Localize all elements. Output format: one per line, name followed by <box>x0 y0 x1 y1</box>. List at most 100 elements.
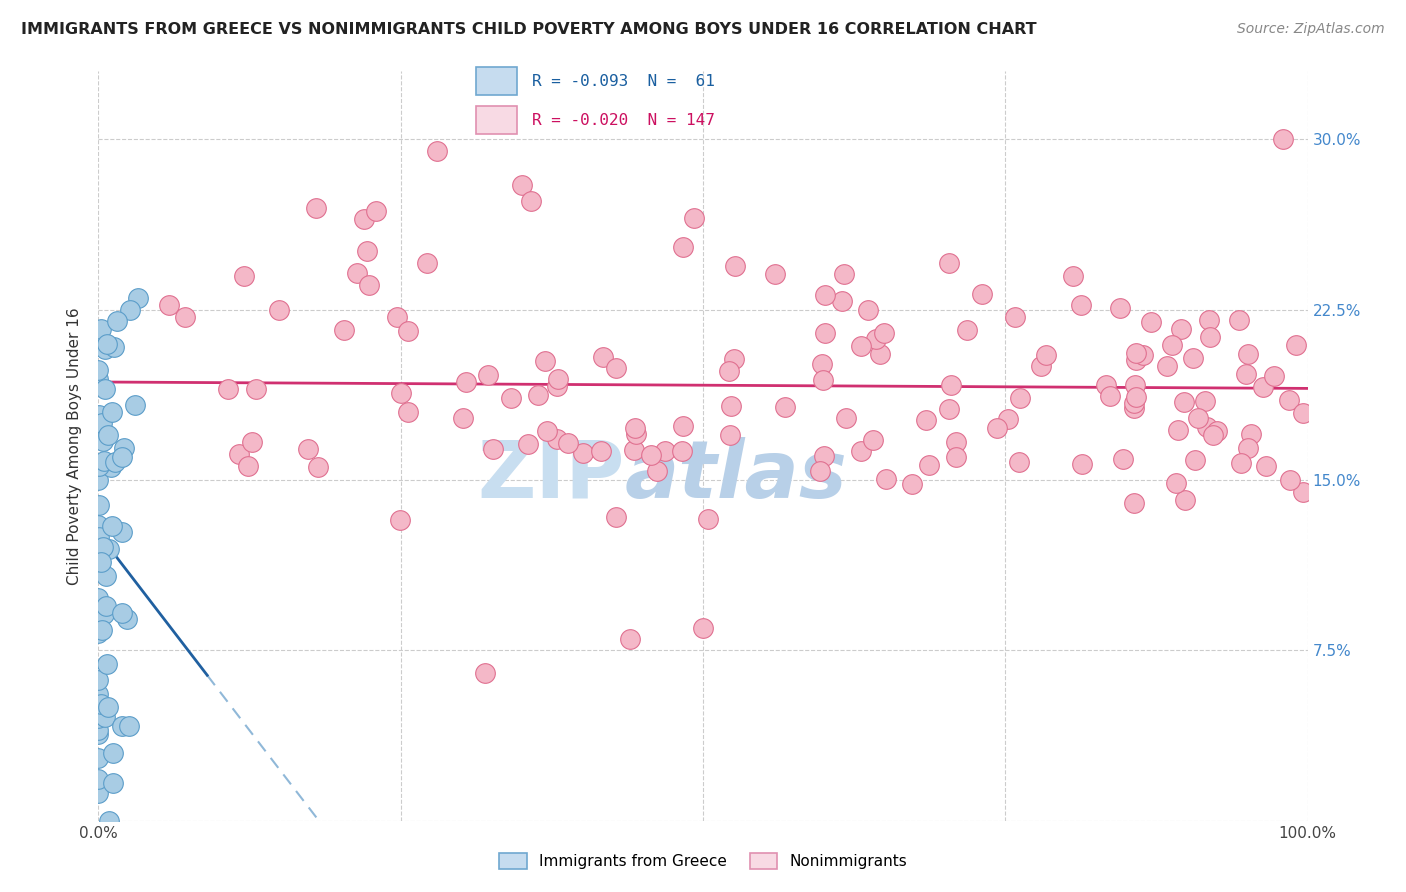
Point <box>1109 301 1132 315</box>
Point <box>1070 298 1092 312</box>
Point <box>101 775 124 789</box>
Point <box>1164 475 1187 490</box>
Point <box>862 433 884 447</box>
Point <box>217 382 239 396</box>
Point <box>1230 456 1253 470</box>
Point <box>87 337 110 351</box>
Point <box>1206 424 1229 438</box>
Point <box>516 437 538 451</box>
Point <box>357 277 380 292</box>
Point <box>1156 359 1178 373</box>
Point <box>240 434 263 449</box>
Point <box>103 340 125 354</box>
Point <box>527 387 550 401</box>
FancyBboxPatch shape <box>477 67 516 95</box>
Point <box>520 194 543 208</box>
Point <box>396 324 419 338</box>
Point <box>87 626 110 640</box>
Point <box>692 621 714 635</box>
Point <box>814 288 837 302</box>
Point <box>945 435 967 450</box>
Point <box>87 727 110 741</box>
Point <box>1202 428 1225 442</box>
Point <box>697 512 720 526</box>
Point <box>546 432 568 446</box>
Point <box>546 379 568 393</box>
Legend: Immigrants from Greece, Nonimmigrants: Immigrants from Greece, Nonimmigrants <box>491 846 915 877</box>
Y-axis label: Child Poverty Among Boys Under 16: Child Poverty Among Boys Under 16 <box>67 307 83 585</box>
Point <box>672 418 695 433</box>
Point <box>1227 313 1250 327</box>
Point <box>366 204 388 219</box>
Point <box>127 292 149 306</box>
Point <box>97 700 120 714</box>
Point <box>1291 485 1313 500</box>
Point <box>856 303 879 318</box>
Point <box>353 211 375 226</box>
Point <box>813 449 835 463</box>
Point <box>605 509 627 524</box>
Point <box>91 540 114 554</box>
Point <box>117 612 139 626</box>
Point <box>233 269 256 284</box>
Point <box>87 772 110 787</box>
Point <box>1198 313 1220 327</box>
Point <box>93 454 115 468</box>
Point <box>1174 493 1197 508</box>
Point <box>111 719 134 733</box>
Text: R = -0.093  N =  61: R = -0.093 N = 61 <box>531 74 714 89</box>
Point <box>1071 457 1094 471</box>
Point <box>453 411 475 425</box>
Point <box>98 542 121 557</box>
Point <box>112 441 135 455</box>
Point <box>499 392 522 406</box>
Point <box>1170 322 1192 336</box>
Point <box>157 298 180 312</box>
Point <box>94 569 117 583</box>
Point <box>547 372 569 386</box>
Point <box>647 464 669 478</box>
Point <box>1173 395 1195 409</box>
Point <box>718 364 741 378</box>
Point <box>775 400 797 414</box>
Point <box>89 530 111 544</box>
Point <box>814 326 837 340</box>
Point <box>1112 452 1135 467</box>
Point <box>1095 378 1118 392</box>
Point <box>1237 347 1260 361</box>
Point <box>723 351 745 366</box>
Point <box>297 442 319 456</box>
Point <box>832 267 855 281</box>
Point <box>865 332 887 346</box>
Point <box>94 599 117 614</box>
Point <box>481 442 503 456</box>
Point <box>1008 455 1031 469</box>
Point <box>305 201 328 215</box>
Point <box>1123 396 1146 410</box>
Point <box>915 412 938 426</box>
Point <box>87 473 110 487</box>
Point <box>623 443 645 458</box>
Point <box>536 424 558 438</box>
Point <box>808 464 831 478</box>
Point <box>87 498 110 512</box>
Point <box>1132 348 1154 362</box>
Point <box>1237 442 1260 456</box>
Point <box>591 443 613 458</box>
Point <box>307 459 329 474</box>
Point <box>672 240 695 254</box>
Point <box>387 310 409 325</box>
Point <box>1182 351 1205 365</box>
Point <box>619 632 641 646</box>
Point <box>1279 473 1302 487</box>
Point <box>90 623 112 637</box>
Point <box>90 555 112 569</box>
Text: IMMIGRANTS FROM GREECE VS NONIMMIGRANTS CHILD POVERTY AMONG BOYS UNDER 16 CORREL: IMMIGRANTS FROM GREECE VS NONIMMIGRANTS … <box>21 22 1036 37</box>
Point <box>120 302 142 317</box>
Point <box>87 687 110 701</box>
Point <box>456 376 478 390</box>
Point <box>426 144 449 158</box>
Point <box>682 211 704 225</box>
Point <box>1035 347 1057 361</box>
Point <box>811 357 834 371</box>
